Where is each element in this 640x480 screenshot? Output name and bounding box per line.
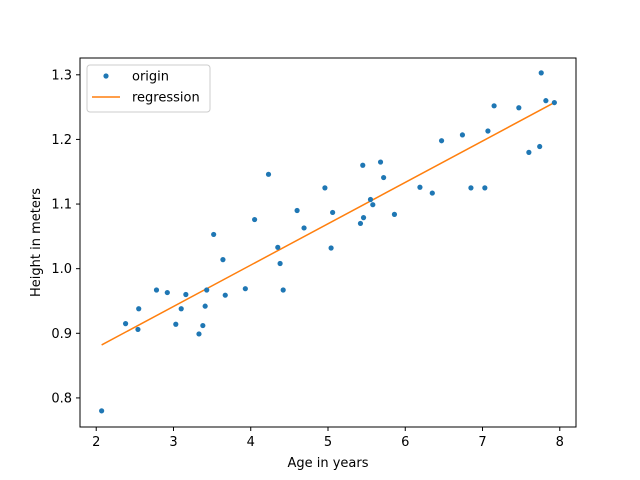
y-tick-label: 1.0 — [51, 262, 72, 277]
data-point — [391, 211, 398, 217]
regression-layer — [101, 101, 555, 346]
data-point — [330, 209, 336, 216]
data-point — [551, 99, 557, 106]
data-point — [204, 287, 210, 293]
y-axis-ticks: 0.8 0.9 1.0 1.1 1.2 1.3 — [51, 68, 80, 406]
data-point — [377, 159, 384, 165]
legend: origin regression — [86, 64, 211, 113]
data-point — [135, 326, 141, 333]
x-tick-label: 7 — [478, 435, 486, 450]
data-point — [265, 171, 272, 177]
data-point — [516, 105, 522, 111]
y-tick-label: 0.9 — [51, 327, 72, 342]
x-tick-label: 3 — [169, 435, 177, 450]
y-tick-label: 1.2 — [51, 133, 72, 148]
data-point — [357, 220, 364, 227]
legend-origin-label: origin — [132, 70, 169, 85]
data-point — [538, 70, 544, 76]
data-point — [136, 306, 142, 312]
y-axis-label: Height in meters — [29, 188, 44, 297]
data-point — [164, 289, 170, 296]
data-point — [153, 287, 160, 293]
data-point — [294, 207, 300, 214]
data-point — [381, 174, 387, 181]
x-tick-label: 4 — [247, 435, 255, 450]
data-point — [482, 185, 488, 191]
data-point — [183, 291, 189, 298]
data-point — [417, 184, 423, 190]
points-layer — [99, 70, 557, 414]
data-point — [280, 287, 286, 293]
data-point — [526, 149, 532, 155]
data-point — [370, 202, 376, 208]
data-point — [173, 321, 179, 327]
x-tick-label: 5 — [324, 435, 332, 450]
data-point — [537, 143, 543, 150]
data-point — [275, 244, 281, 250]
data-point — [459, 132, 466, 138]
data-point — [360, 162, 366, 168]
data-point — [429, 190, 435, 196]
regression-line — [101, 101, 555, 346]
data-point — [220, 257, 226, 263]
data-point — [438, 138, 445, 144]
data-point — [252, 216, 258, 223]
legend-origin-marker — [103, 73, 109, 79]
y-tick-label: 0.8 — [51, 391, 72, 406]
y-tick-label: 1.1 — [51, 198, 72, 213]
data-point — [211, 231, 217, 238]
x-tick-label: 2 — [92, 435, 100, 450]
x-tick-label: 6 — [401, 435, 409, 450]
data-point — [328, 245, 334, 251]
legend-regression-label: regression — [132, 91, 200, 106]
plot-area — [80, 58, 576, 427]
data-point — [277, 260, 283, 267]
x-axis-ticks: 2 3 4 5 6 7 8 — [92, 427, 564, 450]
x-axis-label: Age in years — [287, 456, 368, 471]
data-point — [322, 185, 328, 191]
data-point — [543, 98, 549, 104]
data-point — [485, 128, 491, 134]
data-point — [99, 408, 105, 414]
data-point — [301, 225, 307, 231]
data-point — [242, 286, 248, 292]
x-tick-label: 8 — [556, 435, 564, 450]
data-point — [122, 321, 129, 327]
legend-box — [86, 64, 211, 113]
data-point — [196, 331, 202, 337]
data-point — [202, 303, 208, 309]
data-point — [222, 292, 228, 298]
y-tick-label: 1.3 — [51, 68, 72, 83]
data-point — [491, 103, 497, 109]
data-point — [360, 215, 367, 221]
data-point — [367, 196, 374, 203]
data-point — [178, 306, 184, 312]
data-point — [200, 322, 206, 329]
data-point — [468, 185, 474, 191]
